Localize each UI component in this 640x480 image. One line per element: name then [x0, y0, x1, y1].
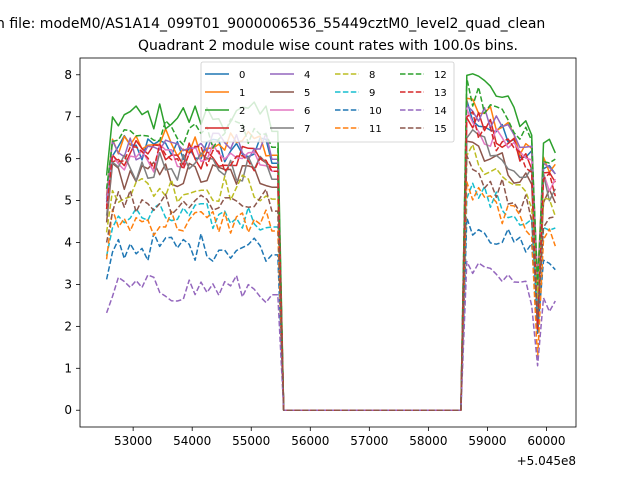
figure-suptitle: n file: modeM0/AS1A14_099T01_9000006536_…: [0, 16, 545, 32]
x-tick-label: 56000: [291, 434, 329, 448]
y-tick-label: 7: [64, 110, 72, 124]
series-line-10: [105, 217, 556, 411]
y-tick-label: 6: [64, 152, 72, 166]
series-line-14: [105, 260, 556, 411]
y-tick-label: 3: [64, 277, 72, 291]
legend-label-4: 4: [304, 70, 310, 81]
legend-label-11: 11: [369, 124, 382, 135]
chart-title: Quadrant 2 module wise count rates with …: [138, 38, 518, 54]
y-tick-label: 4: [64, 236, 72, 250]
x-tick-label: 54000: [173, 434, 211, 448]
legend-label-6: 6: [304, 106, 310, 117]
legend-frame: [200, 61, 455, 143]
legend-label-2: 2: [239, 106, 245, 117]
series-line-13: [105, 111, 557, 411]
legend-label-15: 15: [434, 124, 447, 135]
legend-label-5: 5: [304, 88, 310, 99]
legend-label-13: 13: [434, 88, 447, 99]
series-line-8: [105, 143, 557, 411]
x-tick-label: 59000: [468, 434, 506, 448]
legend-label-8: 8: [369, 70, 375, 81]
y-axis: 0 1 2 3 4 5 6 7 8: [64, 68, 80, 417]
y-tick-label: 1: [64, 361, 72, 375]
legend-label-14: 14: [434, 106, 447, 117]
series-line-15: [105, 154, 556, 411]
legend-label-3: 3: [239, 124, 245, 135]
y-tick-label: 0: [64, 403, 72, 417]
y-tick-label: 2: [64, 319, 72, 333]
legend-label-1: 1: [239, 88, 245, 99]
series-line-7: [105, 129, 556, 411]
y-tick-label: 5: [64, 194, 72, 208]
legend-label-7: 7: [304, 124, 310, 135]
legend-label-9: 9: [369, 88, 375, 99]
x-tick-label: 58000: [409, 434, 447, 448]
x-tick-label: 57000: [350, 434, 388, 448]
x-axis: 53000 54000 55000 56000 57000 58000 59000 60000: [114, 427, 566, 448]
legend-label-10: 10: [369, 106, 382, 117]
legend-label-12: 12: [434, 70, 447, 81]
x-tick-label: 53000: [114, 434, 152, 448]
x-tick-label: 60000: [527, 434, 565, 448]
x-tick-label: 55000: [232, 434, 270, 448]
x-axis-offset-label: +5.045e8: [517, 454, 576, 468]
y-tick-label: 8: [64, 68, 72, 82]
legend-label-0: 0: [239, 70, 245, 81]
series-line-6: [105, 108, 556, 411]
series-line-11: [105, 181, 557, 411]
